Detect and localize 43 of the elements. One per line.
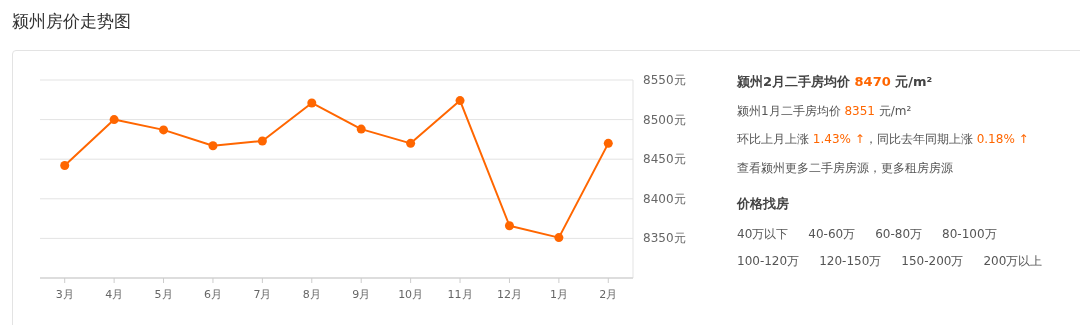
text: 价格找房 — [737, 195, 790, 213]
category-label: 200万以上 — [983, 253, 1043, 270]
category-label: 120-150万 — [819, 253, 882, 270]
x-tick-label: 4月 — [105, 288, 124, 301]
x-tick-label: 7月 — [253, 288, 272, 301]
category-label: 40-60万 — [808, 226, 856, 243]
y-tick-label: 8400元 — [643, 191, 686, 206]
text: 环比上月上涨 1.43% ↑，同比去年同期上涨 0.18% ↑ — [737, 131, 1030, 148]
point — [60, 161, 70, 171]
point — [455, 96, 465, 106]
x-tick-label: 2月 — [599, 288, 618, 301]
category-label: 40万以下 — [737, 226, 789, 243]
point — [109, 115, 119, 125]
category-label: 150-200万 — [901, 253, 964, 270]
x-tick-label: 5月 — [154, 288, 173, 301]
point — [356, 124, 366, 134]
text: 查看颍州更多二手房房源，更多租房房源 — [737, 159, 954, 177]
y-tick-label: 8500元 — [643, 112, 686, 127]
x-tick-label: 9月 — [352, 288, 371, 301]
point — [208, 141, 218, 151]
x-tick-label: 6月 — [203, 288, 222, 301]
y-tick-label: 8450元 — [643, 152, 686, 167]
point — [307, 98, 317, 108]
y-tick-label: 8550元 — [643, 73, 686, 87]
x-tick-label: 3月 — [55, 288, 74, 301]
category-label: 60-80万 — [875, 226, 923, 243]
point — [554, 233, 564, 243]
chart-title: 颍州房价走势图 — [12, 10, 131, 33]
category-label: 100-120万 — [737, 253, 800, 270]
point — [504, 221, 514, 231]
point — [257, 136, 267, 146]
point — [603, 138, 613, 148]
point — [159, 125, 169, 135]
point — [406, 138, 416, 148]
x-tick-label: 10月 — [398, 288, 424, 301]
x-tick-label: 1月 — [549, 288, 568, 301]
x-tick-label: 12月 — [496, 288, 522, 301]
y-tick-label: 8350元 — [643, 231, 686, 246]
text: 颍州1月二手房均价 8351 元/m² — [737, 102, 913, 120]
x-tick-label: 8月 — [302, 288, 321, 301]
text: 颍州2月二手房均价 8470 元/m² — [737, 73, 934, 91]
category-label: 80-100万 — [942, 226, 997, 243]
x-tick-label: 11月 — [447, 288, 473, 301]
